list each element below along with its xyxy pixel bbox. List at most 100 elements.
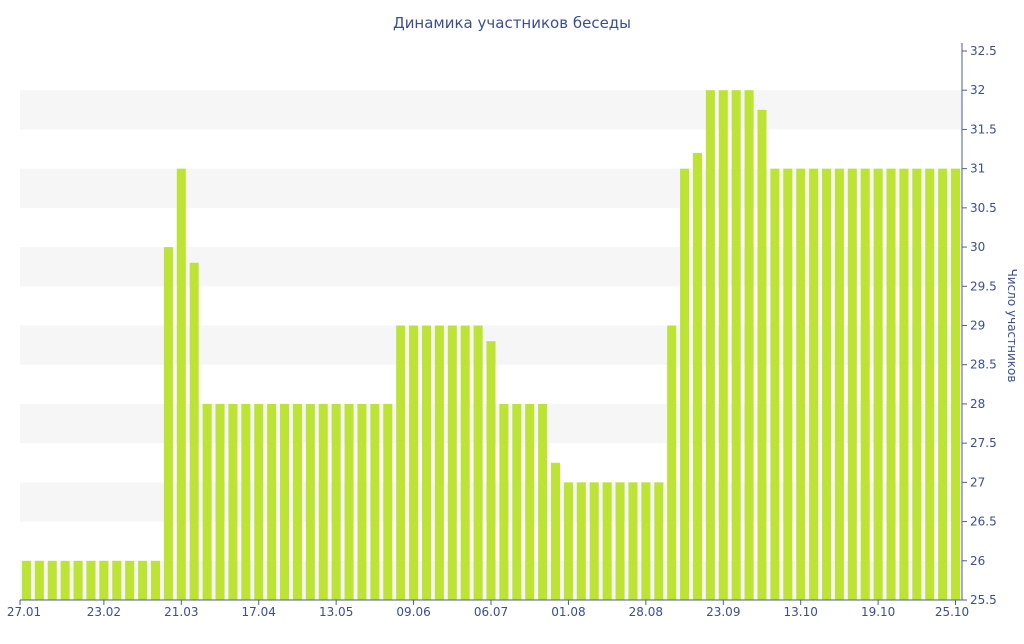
y-tick-label: 29	[970, 319, 985, 333]
bar	[899, 168, 909, 600]
bar	[267, 403, 277, 600]
bar-series	[21, 90, 961, 601]
bar	[615, 482, 625, 600]
grid-band	[20, 247, 962, 287]
bar	[705, 90, 715, 600]
y-tick-label: 27.5	[970, 436, 997, 450]
bar	[99, 560, 109, 600]
bar	[809, 168, 819, 600]
y-tick-label: 30.5	[970, 201, 997, 215]
bar	[150, 560, 161, 600]
bar	[951, 168, 961, 600]
bar	[331, 403, 341, 600]
bar	[357, 403, 367, 600]
y-tick-label: 28	[970, 397, 985, 411]
x-tick-label: 19.10	[861, 605, 895, 619]
bar	[305, 403, 315, 600]
bar	[628, 482, 638, 600]
y-tick-label: 29.5	[970, 279, 997, 293]
bar	[538, 403, 548, 600]
bar	[228, 403, 238, 600]
bar	[731, 90, 741, 600]
bar	[447, 325, 457, 600]
bar	[34, 560, 44, 600]
bar	[73, 560, 83, 600]
x-tick-label: 27.01	[7, 605, 41, 619]
y-tick-label: 28.5	[970, 358, 997, 372]
bar	[873, 168, 883, 600]
bar	[641, 482, 651, 600]
bar	[60, 560, 70, 600]
bar	[744, 90, 754, 600]
bar	[796, 168, 806, 600]
bar	[112, 560, 122, 600]
bar	[86, 560, 96, 600]
y-tick-label: 26	[970, 554, 985, 568]
y-tick-label: 31	[970, 162, 985, 176]
x-tick-label: 13.05	[319, 605, 353, 619]
y-tick-label: 27	[970, 475, 985, 489]
bar	[125, 560, 135, 600]
bar	[292, 403, 302, 600]
x-tick-label: 25.10	[935, 605, 969, 619]
bar	[602, 482, 612, 600]
x-tick-label: 23.09	[706, 605, 740, 619]
chart-title: Динамика участников беседы	[393, 14, 631, 32]
y-tick-label: 31.5	[970, 122, 997, 136]
bar	[280, 403, 290, 600]
bar	[434, 325, 444, 600]
bar	[138, 560, 148, 600]
x-tick-label: 17.04	[242, 605, 276, 619]
bar	[576, 482, 586, 600]
bar	[383, 403, 393, 600]
grid-band	[20, 168, 962, 208]
x-tick-label: 06.07	[474, 605, 508, 619]
x-tick-label: 01.08	[551, 605, 585, 619]
bar	[344, 403, 354, 600]
x-tick-label: 23.02	[87, 605, 121, 619]
y-tick-label: 30	[970, 240, 985, 254]
bar	[886, 168, 896, 600]
y-tick-label: 26.5	[970, 515, 997, 529]
bar	[318, 403, 328, 600]
bar	[912, 168, 922, 600]
y-tick-label: 32	[970, 83, 985, 97]
bar	[718, 90, 728, 600]
bar	[473, 325, 483, 600]
bar	[525, 403, 535, 600]
bar	[189, 262, 199, 600]
bar	[783, 168, 793, 600]
x-tick-label: 21.03	[164, 605, 198, 619]
y-axis-title: Число участников	[1005, 269, 1019, 383]
bar	[47, 560, 57, 600]
bar	[396, 325, 406, 600]
x-tick-label: 28.08	[629, 605, 663, 619]
y-tick-label: 32.5	[970, 44, 997, 58]
bar	[370, 403, 380, 600]
bar	[202, 403, 212, 600]
bar	[241, 403, 251, 600]
bar	[589, 482, 599, 600]
bar	[421, 325, 431, 600]
bar	[667, 325, 677, 600]
bar	[680, 168, 690, 600]
bar	[254, 403, 264, 600]
bar	[860, 168, 870, 600]
bar	[692, 152, 702, 600]
bar	[21, 560, 31, 600]
bar	[176, 168, 186, 600]
bar	[821, 168, 832, 600]
bar	[925, 168, 935, 600]
bar	[551, 462, 561, 600]
bar	[215, 403, 225, 600]
x-tick-label: 13.10	[784, 605, 818, 619]
bar	[938, 168, 948, 600]
bar	[847, 168, 857, 600]
bar	[834, 168, 844, 600]
y-tick-label: 25.5	[970, 593, 997, 607]
grid-band	[20, 90, 962, 130]
axes: 25.5 26 26.5 27 27.5 28 28.5 29 29.5 30 30.5 31 31.5…	[7, 43, 997, 619]
bar	[499, 403, 509, 600]
